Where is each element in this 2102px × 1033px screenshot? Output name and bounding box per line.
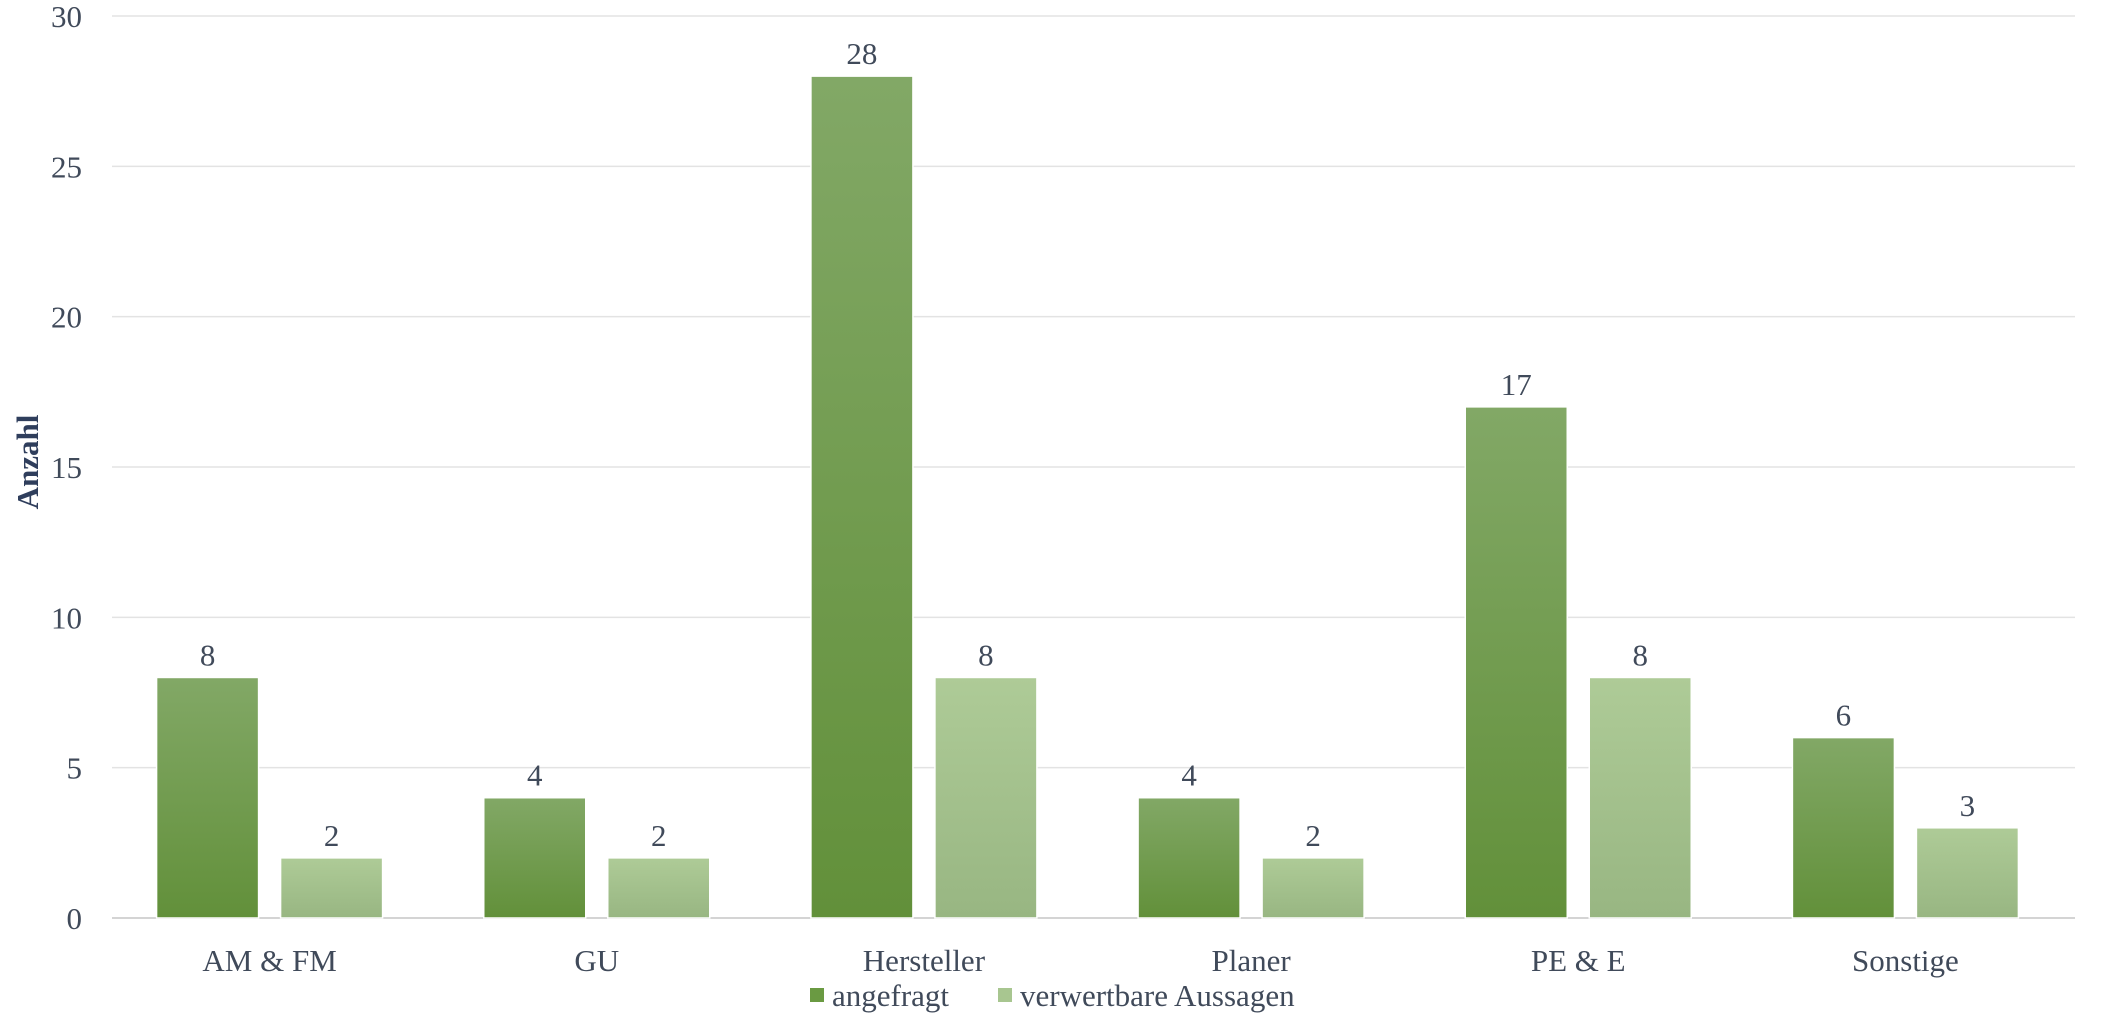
x-category-label: AM & FM [202, 943, 336, 978]
bar-verwertbare-aussagen [1915, 827, 2020, 919]
y-tick-label: 5 [67, 751, 83, 786]
x-axis-categories: AM & FM GU Hersteller Planer PE & E Sonstige [202, 943, 1958, 978]
bars [155, 75, 2020, 919]
y-tick-label: 20 [51, 300, 82, 335]
y-tick-label: 25 [51, 149, 82, 184]
gridlines [112, 15, 2075, 919]
legend-swatch [998, 988, 1012, 1002]
x-category-label: Sonstige [1852, 943, 1959, 978]
bar-verwertbare-aussagen [607, 857, 711, 919]
bar-angefragt [1464, 406, 1568, 919]
bar-angefragt [810, 75, 914, 919]
x-category-label: Planer [1211, 943, 1291, 978]
legend-label: angefragt [832, 978, 949, 1013]
bar-verwertbare-aussagen [934, 676, 1038, 919]
data-label: 6 [1836, 698, 1852, 733]
data-label: 4 [1181, 758, 1197, 793]
y-tick-label: 15 [51, 450, 82, 485]
bar-angefragt [155, 676, 260, 919]
data-label: 8 [200, 637, 216, 672]
x-category-label: GU [574, 943, 619, 978]
data-label: 2 [651, 818, 667, 853]
data-label: 4 [527, 758, 543, 793]
bar-verwertbare-aussagen [279, 857, 384, 919]
bar-verwertbare-aussagen [1588, 676, 1692, 919]
x-category-label: PE & E [1531, 943, 1626, 978]
data-label: 17 [1501, 367, 1532, 402]
legend: angefragt verwertbare Aussagen [810, 978, 1295, 1013]
y-tick-label: 30 [51, 0, 82, 34]
data-label: 2 [1305, 818, 1321, 853]
bar-verwertbare-aussagen [1261, 857, 1365, 919]
y-tick-label: 10 [51, 600, 82, 635]
legend-label: verwertbare Aussagen [1020, 978, 1295, 1013]
bar-angefragt [1137, 796, 1241, 919]
bar-angefragt [483, 796, 587, 919]
data-label: 3 [1960, 788, 1976, 823]
data-label: 28 [846, 36, 877, 71]
legend-swatch [810, 988, 824, 1002]
y-tick-label: 0 [67, 901, 83, 936]
y-axis-ticks: 0 5 10 15 20 25 30 [51, 0, 82, 936]
data-label: 8 [1633, 637, 1649, 672]
data-label: 8 [978, 637, 994, 672]
data-labels: 8 2 4 2 28 8 4 2 17 8 6 3 [200, 36, 1975, 853]
y-axis-title: Anzahl [10, 414, 45, 509]
bar-angefragt [1791, 736, 1896, 919]
data-label: 2 [324, 818, 340, 853]
x-category-label: Hersteller [863, 943, 986, 978]
